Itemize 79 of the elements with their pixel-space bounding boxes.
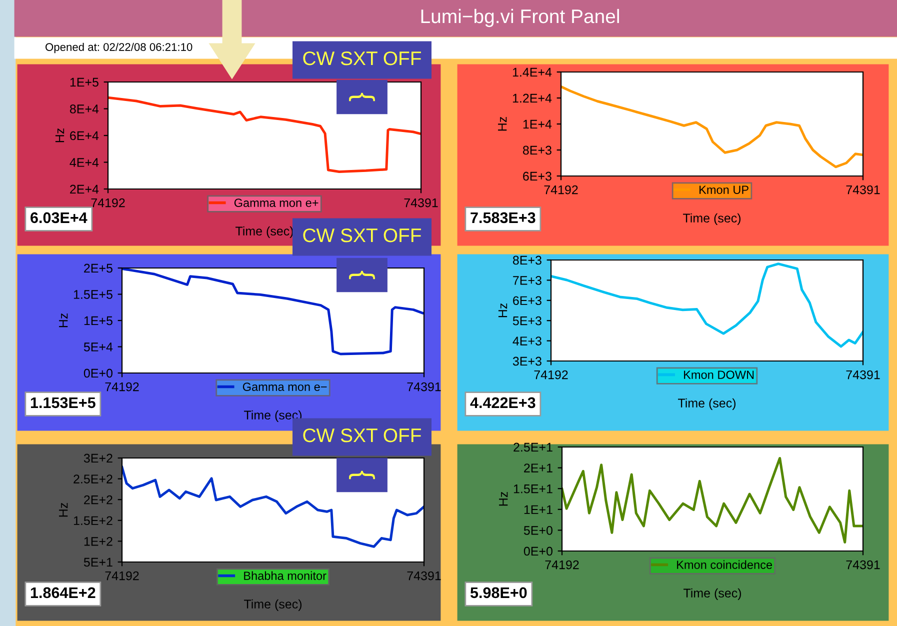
x-axis-title: Time (sec) bbox=[236, 226, 294, 238]
y-tick-label: 6E+4 bbox=[70, 131, 99, 140]
y-tick-label: 0E+0 bbox=[524, 546, 552, 556]
x-tick-label: 74391 bbox=[407, 382, 441, 392]
y-tick-label: 8E+4 bbox=[70, 104, 99, 114]
legend-label: Gamma mon e− bbox=[242, 382, 327, 391]
y-tick-label: 2.5E+2 bbox=[74, 474, 112, 484]
x-tick-label: 74192 bbox=[534, 370, 568, 380]
y-axis-title: Hz bbox=[498, 303, 508, 318]
y-tick-label: 6E+3 bbox=[523, 172, 552, 181]
y-tick-label: 1.5E+1 bbox=[514, 484, 552, 494]
chart-subtitle: Opened at: 02/22/08 06:21:10 bbox=[46, 42, 192, 54]
x-tick-label: 74192 bbox=[105, 382, 139, 392]
text: CW SXT OFF bbox=[303, 428, 421, 442]
line-series bbox=[122, 466, 424, 548]
y-tick-label: 3E+2 bbox=[84, 454, 112, 463]
y-axis-title: Hz bbox=[59, 313, 68, 328]
legend-label: Gamma mon e+ bbox=[234, 198, 318, 208]
y-tick-label: 2E+2 bbox=[84, 495, 112, 504]
x-axis-title: Time (sec) bbox=[684, 588, 742, 600]
x-tick-label: 74192 bbox=[545, 560, 579, 570]
x-tick-label: 74391 bbox=[846, 370, 880, 380]
x-tick-label: 74391 bbox=[846, 185, 880, 194]
y-tick-label: 1.5E+5 bbox=[74, 290, 112, 299]
y-tick-label: 0E+0 bbox=[84, 368, 112, 378]
y-tick-label: 6E+3 bbox=[513, 296, 542, 306]
y-tick-label: 8E+3 bbox=[512, 256, 542, 265]
y-tick-label: 2E+5 bbox=[84, 264, 112, 273]
y-tick-label: 8E+3 bbox=[522, 146, 552, 155]
x-tick-label: 74391 bbox=[404, 198, 438, 208]
legend-label: Bhabha monitor bbox=[244, 571, 326, 580]
annotation: { bbox=[349, 92, 375, 102]
y-tick-label: 7E+3 bbox=[513, 276, 542, 285]
text: 6.03E+4 bbox=[30, 212, 88, 224]
y-tick-label: 1.5E+2 bbox=[74, 516, 112, 526]
y-tick-label: 5E+0 bbox=[524, 526, 552, 535]
x-axis-title: Time (sec) bbox=[683, 213, 741, 225]
y-tick-label: 4E+4 bbox=[70, 158, 99, 167]
x-axis-title: Time (sec) bbox=[678, 398, 736, 410]
text: 7.583E+3 bbox=[470, 212, 536, 224]
line-series bbox=[562, 456, 863, 544]
text: 1.153E+5 bbox=[30, 397, 96, 408]
legend-label: Kmon coincidence bbox=[677, 560, 772, 569]
y-tick-label: 3E+3 bbox=[512, 356, 542, 366]
y-tick-label: 1E+5 bbox=[84, 316, 112, 326]
y-tick-label: 5E+4 bbox=[84, 342, 113, 352]
x-tick-label: 74192 bbox=[91, 198, 125, 208]
y-tick-label: 1E+2 bbox=[84, 537, 112, 546]
y-axis-title: Hz bbox=[59, 502, 68, 517]
y-axis-title: Hz bbox=[499, 492, 508, 506]
legend-label: Kmon DOWN bbox=[684, 370, 754, 379]
legend-label: Kmon UP bbox=[700, 186, 748, 194]
text: CW SXT OFF bbox=[303, 228, 421, 242]
y-tick-label: 1E+5 bbox=[70, 78, 98, 87]
y-tick-label: 1E+1 bbox=[524, 505, 552, 514]
y-tick-label: 1.4E+4 bbox=[512, 68, 552, 77]
y-tick-label: 1.2E+4 bbox=[512, 94, 552, 103]
y-tick-label: 2E+4 bbox=[70, 184, 99, 194]
y-tick-label: 5E+1 bbox=[84, 558, 112, 567]
text: 4.422E+3 bbox=[470, 397, 536, 408]
x-tick-label: 74192 bbox=[544, 185, 578, 194]
y-axis-title: Hz bbox=[55, 128, 64, 142]
text: 1.864E+2 bbox=[30, 587, 96, 598]
line-series bbox=[561, 85, 863, 168]
y-tick-label: 2.5E+1 bbox=[514, 442, 552, 452]
text: Lumi−bg.vi Front Panel bbox=[421, 8, 619, 28]
x-axis-title: Time (sec) bbox=[244, 599, 302, 611]
line-series bbox=[551, 262, 863, 348]
text: CW SXT OFF bbox=[303, 51, 421, 66]
y-tick-label: 2E+1 bbox=[524, 464, 552, 472]
x-tick-label: 74391 bbox=[846, 560, 880, 570]
x-tick-label: 74192 bbox=[105, 571, 139, 580]
y-tick-label: 1E+4 bbox=[523, 120, 552, 129]
text: 5.98E+0 bbox=[470, 587, 527, 598]
annotation: { bbox=[349, 270, 375, 280]
y-tick-label: 5E+3 bbox=[512, 316, 542, 326]
y-axis-title: Hz bbox=[498, 116, 507, 131]
annotation: { bbox=[349, 470, 375, 480]
y-tick-label: 4E+3 bbox=[512, 336, 542, 346]
